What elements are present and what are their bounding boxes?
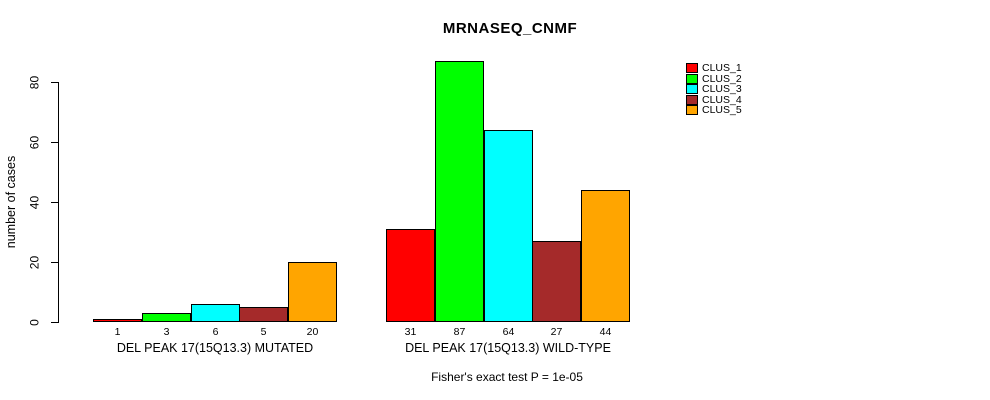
legend: CLUS_1 CLUS_2 CLUS_3 CLUS_4 CLUS_5 — [686, 63, 742, 116]
y-axis-tick-label: 80 — [27, 75, 42, 89]
bar-value-label: 20 — [306, 326, 319, 338]
bar-clus_5-group1 — [288, 262, 337, 322]
bar-value-label: 3 — [163, 326, 170, 338]
category-label: DEL PEAK 17(15Q13.3) WILD-TYPE — [405, 341, 611, 355]
legend-label: CLUS_4 — [702, 93, 742, 106]
bar-clus_3-group1 — [191, 304, 240, 322]
bar-value-label: 5 — [260, 326, 267, 338]
y-axis-label: number of cases — [4, 155, 18, 249]
legend-item: CLUS_3 — [686, 84, 742, 95]
bar-value-label: 31 — [404, 326, 417, 338]
bar-value-label: 6 — [212, 326, 219, 338]
bar-clus_2-group1 — [142, 313, 191, 322]
legend-swatch — [686, 94, 698, 105]
legend-item: CLUS_5 — [686, 105, 742, 116]
y-axis-tick-label: 40 — [27, 195, 42, 209]
y-axis-tick — [51, 262, 58, 263]
legend-label: CLUS_5 — [702, 104, 742, 116]
y-axis-line — [58, 82, 59, 323]
y-axis-tick — [51, 142, 58, 143]
bar-clus_5-group2 — [581, 190, 630, 322]
chart-title: MRNASEQ_CNMF — [442, 20, 578, 37]
legend-item: CLUS_4 — [686, 93, 742, 106]
bar-clus_4-group2 — [532, 241, 581, 322]
bar-value-label: 27 — [550, 326, 563, 338]
bar-clus_3-group2 — [484, 130, 533, 322]
legend-swatch — [686, 73, 698, 84]
bar-value-label: 64 — [502, 326, 515, 338]
y-axis-tick — [51, 322, 58, 323]
bar-clus_2-group2 — [435, 61, 484, 322]
bar-clus_1-group1 — [93, 319, 142, 322]
legend-swatch — [686, 63, 698, 74]
legend-label: CLUS_3 — [702, 83, 742, 95]
legend-label: CLUS_2 — [702, 72, 742, 85]
category-label: DEL PEAK 17(15Q13.3) MUTATED — [116, 341, 314, 355]
y-axis-tick — [51, 82, 58, 83]
legend-swatch — [686, 84, 698, 95]
bar-value-label: 87 — [453, 326, 466, 338]
y-axis-tick-label: 0 — [27, 318, 42, 326]
legend-item: CLUS_2 — [686, 72, 742, 85]
bar-value-label: 44 — [599, 326, 612, 338]
bar-clus_4-group1 — [239, 307, 288, 322]
legend-item: CLUS_1 — [686, 63, 742, 74]
legend-swatch — [686, 105, 698, 116]
bar-clus_1-group2 — [386, 229, 435, 322]
bar-value-label: 1 — [114, 326, 121, 338]
y-axis-tick-label: 20 — [27, 255, 42, 269]
y-axis-tick-label: 60 — [27, 135, 42, 149]
legend-label: CLUS_1 — [702, 62, 742, 74]
y-axis-tick — [51, 202, 58, 203]
fisher-test-annotation: Fisher's exact test P = 1e-05 — [431, 370, 583, 384]
